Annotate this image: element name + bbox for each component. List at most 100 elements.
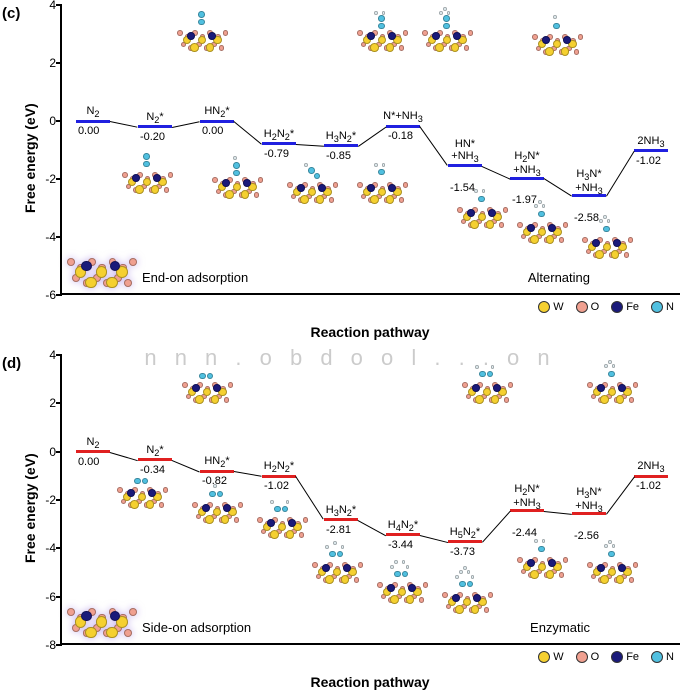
y-tick: -6 bbox=[26, 590, 56, 604]
mode-label-right: Alternating bbox=[528, 270, 590, 285]
legend-dot bbox=[538, 301, 550, 313]
legend-text: Fe bbox=[626, 301, 639, 313]
step-label: HN*+NH3 bbox=[443, 138, 487, 164]
y-tick: -6 bbox=[26, 288, 56, 302]
y-tick: 2 bbox=[26, 396, 56, 410]
legend-dot bbox=[576, 301, 588, 313]
step-line bbox=[324, 144, 358, 147]
step-value: -2.81 bbox=[326, 524, 351, 536]
step-label: H3N2* bbox=[319, 130, 363, 144]
step-line bbox=[262, 142, 296, 145]
mode-label-right: Enzymatic bbox=[530, 620, 590, 635]
step-line bbox=[634, 475, 668, 478]
step-value: -1.02 bbox=[636, 480, 661, 492]
legend-item: O bbox=[576, 301, 600, 313]
step-value: -3.44 bbox=[388, 539, 413, 551]
step-value: -1.02 bbox=[264, 480, 289, 492]
legend-text: W bbox=[553, 651, 563, 663]
step-line bbox=[448, 540, 482, 543]
legend-dot bbox=[538, 651, 550, 663]
legend-item: N bbox=[651, 651, 674, 663]
panel-label-d: (d) bbox=[2, 355, 21, 372]
legend-text: O bbox=[591, 301, 600, 313]
step-line bbox=[324, 518, 358, 521]
step-line bbox=[76, 450, 110, 453]
step-value: 0.00 bbox=[78, 125, 99, 137]
legend-text: N bbox=[666, 301, 674, 313]
step-label: H3N2* bbox=[319, 504, 363, 518]
y-tick: -4 bbox=[26, 230, 56, 244]
step-value: -2.56 bbox=[574, 530, 599, 542]
step-line bbox=[448, 164, 482, 167]
step-line bbox=[262, 475, 296, 478]
y-tick: 0 bbox=[26, 114, 56, 128]
step-label: HN2* bbox=[195, 105, 239, 119]
y-tick: 4 bbox=[26, 348, 56, 362]
step-label: N2 bbox=[71, 436, 115, 450]
mode-label-left: End-on adsorption bbox=[142, 270, 248, 285]
y-tick: 4 bbox=[26, 0, 56, 12]
step-line bbox=[138, 458, 172, 461]
step-label: 2NH3 bbox=[629, 135, 673, 149]
y-tick: -2 bbox=[26, 172, 56, 186]
step-label: H2N2* bbox=[257, 460, 301, 474]
legend-dot bbox=[611, 651, 623, 663]
step-label: N2* bbox=[133, 111, 177, 125]
step-label: 2NH3 bbox=[629, 460, 673, 474]
step-label: H3N*+NH3 bbox=[567, 486, 611, 514]
legend-dot bbox=[651, 651, 663, 663]
y-axis-label-c: Free energy (eV) bbox=[22, 93, 38, 213]
legend-item: Fe bbox=[611, 651, 639, 663]
y-tick: -4 bbox=[26, 541, 56, 555]
step-value: -0.34 bbox=[140, 464, 165, 476]
chart-area-c: -6-4-2024N20.00N2*-0.20HN2*0.00H2N2*-0.7… bbox=[60, 5, 680, 295]
step-value: -1.54 bbox=[450, 182, 475, 194]
y-tick: -8 bbox=[26, 638, 56, 652]
step-value: -0.79 bbox=[264, 148, 289, 160]
legend-item: W bbox=[538, 651, 563, 663]
step-line bbox=[76, 120, 110, 123]
step-line bbox=[634, 149, 668, 152]
legend-dot bbox=[651, 301, 663, 313]
step-value: -0.85 bbox=[326, 150, 351, 162]
y-tick: 2 bbox=[26, 56, 56, 70]
step-value: 0.00 bbox=[202, 125, 223, 137]
step-label: N2* bbox=[133, 444, 177, 458]
step-line bbox=[200, 120, 234, 123]
y-tick: 0 bbox=[26, 445, 56, 459]
legend-text: O bbox=[591, 651, 600, 663]
step-value: 0.00 bbox=[78, 456, 99, 468]
chart-area-d: -8-6-4-2024N20.00N2*-0.34HN2*-0.82H2N2*-… bbox=[60, 355, 680, 645]
step-label: H3N*+NH3 bbox=[567, 168, 611, 196]
x-axis-label-c: Reaction pathway bbox=[60, 324, 680, 340]
legend-dot bbox=[611, 301, 623, 313]
step-value: -1.02 bbox=[636, 155, 661, 167]
step-label: H2N*+NH3 bbox=[505, 483, 549, 511]
step-value: -2.44 bbox=[512, 527, 537, 539]
step-line bbox=[386, 125, 420, 128]
panel-c: (c) Free energy (eV) -6-4-2024N20.00N2*-… bbox=[0, 0, 700, 350]
legend-item: W bbox=[538, 301, 563, 313]
step-line bbox=[138, 125, 172, 128]
step-label: N*+NH3 bbox=[381, 110, 425, 124]
legend-text: N bbox=[666, 651, 674, 663]
step-label: H2N2* bbox=[257, 128, 301, 142]
legend: W O Fe N bbox=[538, 651, 674, 663]
step-label: N2 bbox=[71, 105, 115, 119]
y-tick: -2 bbox=[26, 493, 56, 507]
legend-text: W bbox=[553, 301, 563, 313]
step-label: H5N2* bbox=[443, 526, 487, 540]
legend: W O Fe N bbox=[538, 301, 674, 313]
panel-d: (d) Free energy (eV) -8-6-4-2024N20.00N2… bbox=[0, 350, 700, 700]
legend-dot bbox=[576, 651, 588, 663]
step-line bbox=[200, 470, 234, 473]
step-line bbox=[386, 533, 420, 536]
step-value: -0.20 bbox=[140, 131, 165, 143]
legend-text: Fe bbox=[626, 651, 639, 663]
x-axis-label-d: Reaction pathway bbox=[60, 674, 680, 690]
step-value: -2.58 bbox=[574, 212, 599, 224]
step-label: HN2* bbox=[195, 455, 239, 469]
step-label: H4N2* bbox=[381, 519, 425, 533]
step-label: H2N*+NH3 bbox=[505, 150, 549, 178]
step-value: -3.73 bbox=[450, 546, 475, 558]
